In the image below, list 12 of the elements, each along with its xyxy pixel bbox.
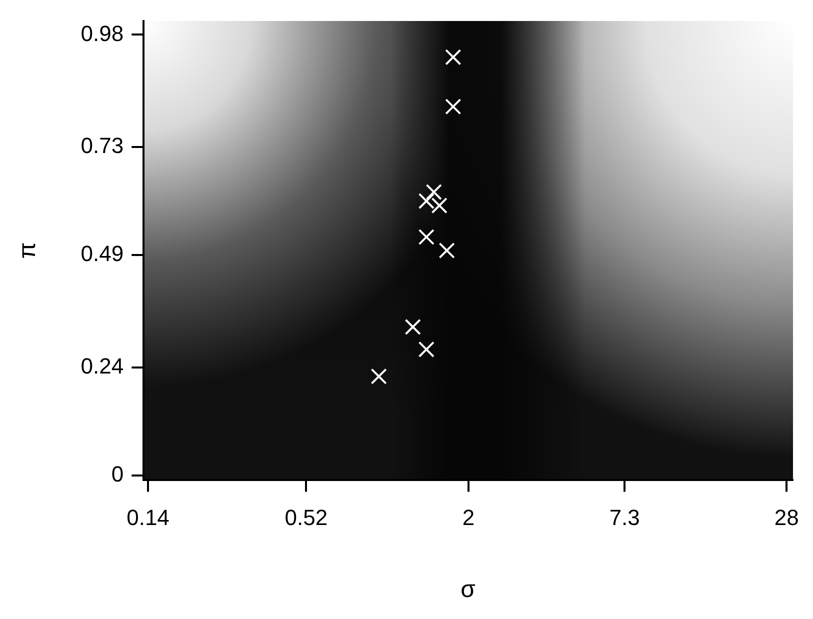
x-tick-label: 28 <box>774 505 799 530</box>
y-tick-label: 0 <box>111 461 124 486</box>
x-axis-title: σ <box>460 576 476 604</box>
y-axis-title: π <box>14 242 42 259</box>
y-tick-label: 0.24 <box>80 353 124 378</box>
y-tick-label: 0.73 <box>80 133 124 158</box>
y-tick-label: 0.49 <box>80 241 124 266</box>
y-tick-label: 0.98 <box>80 20 124 46</box>
x-tick-label: 7.3 <box>609 505 640 530</box>
x-tick-label: 0.14 <box>126 505 170 530</box>
x-tick-label: 0.52 <box>284 505 328 530</box>
x-tick-label: 2 <box>462 505 475 530</box>
